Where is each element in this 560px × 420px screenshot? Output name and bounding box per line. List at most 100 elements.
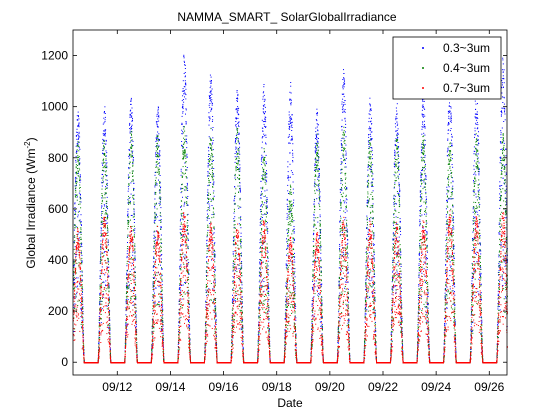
- data-point: [107, 175, 108, 176]
- data-point: [104, 252, 105, 253]
- data-point: [340, 210, 341, 211]
- data-point: [182, 91, 183, 92]
- data-point: [82, 306, 83, 307]
- data-point: [339, 246, 340, 247]
- data-point: [322, 324, 323, 325]
- data-point: [267, 206, 268, 207]
- data-point: [157, 153, 158, 154]
- data-point: [240, 219, 241, 220]
- data-point: [158, 115, 159, 116]
- data-point: [156, 183, 157, 184]
- data-point: [343, 85, 344, 86]
- data-point: [292, 122, 293, 123]
- data-point: [81, 224, 82, 225]
- data-point: [136, 326, 137, 327]
- data-point: [214, 243, 215, 244]
- data-point: [347, 244, 348, 245]
- data-point: [322, 333, 323, 334]
- data-point: [100, 275, 101, 276]
- data-point: [131, 128, 132, 129]
- data-point: [266, 224, 267, 225]
- data-point: [318, 238, 319, 239]
- data-point: [288, 193, 289, 194]
- data-point: [134, 219, 135, 220]
- data-point: [263, 106, 264, 107]
- data-point: [187, 157, 188, 158]
- data-point: [268, 284, 269, 285]
- data-point: [214, 242, 215, 243]
- data-point: [185, 68, 186, 69]
- data-point: [187, 167, 188, 168]
- data-point: [125, 314, 126, 315]
- data-point: [348, 289, 349, 290]
- data-point: [264, 190, 265, 191]
- data-point: [293, 205, 294, 206]
- data-point: [266, 197, 267, 198]
- data-point: [234, 213, 235, 214]
- data-point: [130, 271, 131, 272]
- data-point: [163, 328, 164, 329]
- data-point: [153, 267, 154, 268]
- data-point: [76, 162, 77, 163]
- data-point: [156, 138, 157, 139]
- data-point: [341, 158, 342, 159]
- data-point: [289, 114, 290, 115]
- data-point: [286, 283, 287, 284]
- data-point: [346, 224, 347, 225]
- data-point: [346, 227, 347, 228]
- data-point: [291, 125, 292, 126]
- data-point: [289, 92, 290, 93]
- data-point: [240, 227, 241, 228]
- data-point: [155, 154, 156, 155]
- data-point: [235, 149, 236, 150]
- data-point: [183, 244, 184, 245]
- data-point: [267, 213, 268, 214]
- data-point: [342, 162, 343, 163]
- data-point: [127, 236, 128, 237]
- data-point: [239, 268, 240, 269]
- data-point: [209, 136, 210, 137]
- data-point: [260, 219, 261, 220]
- data-point: [157, 114, 158, 115]
- data-point: [184, 282, 185, 283]
- data-point: [181, 285, 182, 286]
- data-point: [259, 263, 260, 264]
- data-point: [77, 129, 78, 130]
- data-point: [127, 257, 128, 258]
- data-point: [215, 282, 216, 283]
- data-point: [154, 206, 155, 207]
- data-point: [210, 100, 211, 101]
- data-point: [160, 187, 161, 188]
- data-point: [106, 140, 107, 141]
- data-point: [161, 235, 162, 236]
- data-point: [79, 149, 80, 150]
- data-point: [157, 185, 158, 186]
- data-point: [74, 331, 75, 332]
- data-point: [295, 308, 296, 309]
- data-point: [136, 311, 137, 312]
- data-point: [341, 147, 342, 148]
- data-point: [294, 226, 295, 227]
- data-point: [75, 207, 76, 208]
- data-point: [263, 214, 264, 215]
- data-point: [129, 123, 130, 124]
- data-point: [315, 128, 316, 129]
- data-point: [265, 111, 266, 112]
- data-point: [241, 236, 242, 237]
- data-point: [160, 216, 161, 217]
- data-point: [99, 304, 100, 305]
- data-point: [213, 160, 214, 161]
- data-point: [345, 121, 346, 122]
- data-point: [318, 138, 319, 139]
- data-point: [264, 95, 265, 96]
- data-point: [74, 307, 75, 308]
- data-point: [264, 196, 265, 197]
- data-point: [261, 224, 262, 225]
- data-point: [346, 136, 347, 137]
- data-point: [183, 214, 184, 215]
- data-point: [211, 91, 212, 92]
- data-point: [213, 252, 214, 253]
- data-point: [289, 134, 290, 135]
- data-point: [185, 65, 186, 66]
- data-point: [211, 83, 212, 84]
